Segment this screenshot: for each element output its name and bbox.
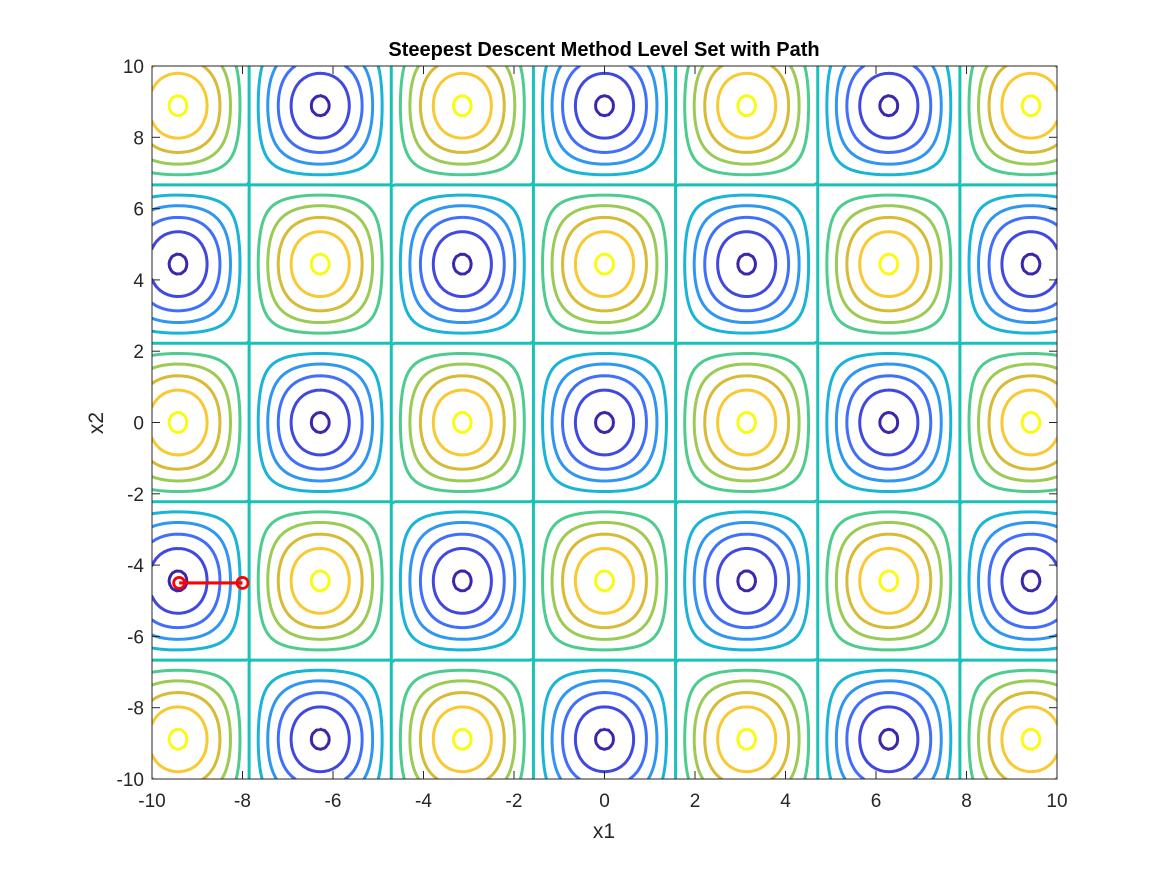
descent-path <box>172 576 250 590</box>
x-tick-label: -8 <box>234 791 251 812</box>
x-tick-label: -10 <box>138 791 165 812</box>
x-tick-label: -4 <box>415 791 432 812</box>
y-tick-label: -8 <box>127 699 144 720</box>
x-tick-label: 4 <box>780 791 791 812</box>
x-tick-label: -2 <box>506 791 523 812</box>
x-tick-label: 0 <box>599 791 610 812</box>
x-tick-label: 2 <box>690 791 701 812</box>
x-tick-label: 8 <box>961 791 972 812</box>
plot-area <box>152 66 1057 779</box>
contour-level-6 <box>152 66 1057 779</box>
x-tick-label: 10 <box>1046 791 1067 812</box>
path-point <box>172 576 187 590</box>
contour-level-1 <box>152 71 1057 774</box>
contour-level-4 <box>152 66 1057 779</box>
y-tick-label: 10 <box>123 57 144 78</box>
y-tick-label: -2 <box>127 485 144 506</box>
y-tick-label: -4 <box>127 556 144 577</box>
y-tick-label: 8 <box>133 128 144 149</box>
y-tick-label: -10 <box>117 770 144 791</box>
axes: -10 -8 -6 -4 -2 0 2 4 6 8 10 -10 -8 -6 -4 -2 0 2 4 6 8 10 <box>117 57 1068 812</box>
chart-title: Steepest Descent Method Level Set with P… <box>388 39 819 61</box>
contour-level-5 <box>152 66 1057 779</box>
y-tick-label: 2 <box>133 342 144 363</box>
path-point <box>235 576 250 590</box>
x-tick-label: -6 <box>325 791 342 812</box>
x-tick-label: 6 <box>871 791 882 812</box>
contour-level-0 <box>167 94 1042 751</box>
contour-level-9 <box>152 71 1057 774</box>
contour-level-2 <box>152 66 1057 779</box>
x-axis-label: x1 <box>593 820 615 843</box>
y-axis-label: x2 <box>85 412 108 434</box>
y-tick-label: 6 <box>133 200 144 221</box>
contour-level-3 <box>152 66 1057 779</box>
y-tick-label: 0 <box>133 414 144 435</box>
y-tick-label: -6 <box>127 627 144 648</box>
contour-lines <box>152 66 1057 779</box>
contour-level-10 <box>167 94 1042 751</box>
y-tick-label: 4 <box>133 271 144 292</box>
